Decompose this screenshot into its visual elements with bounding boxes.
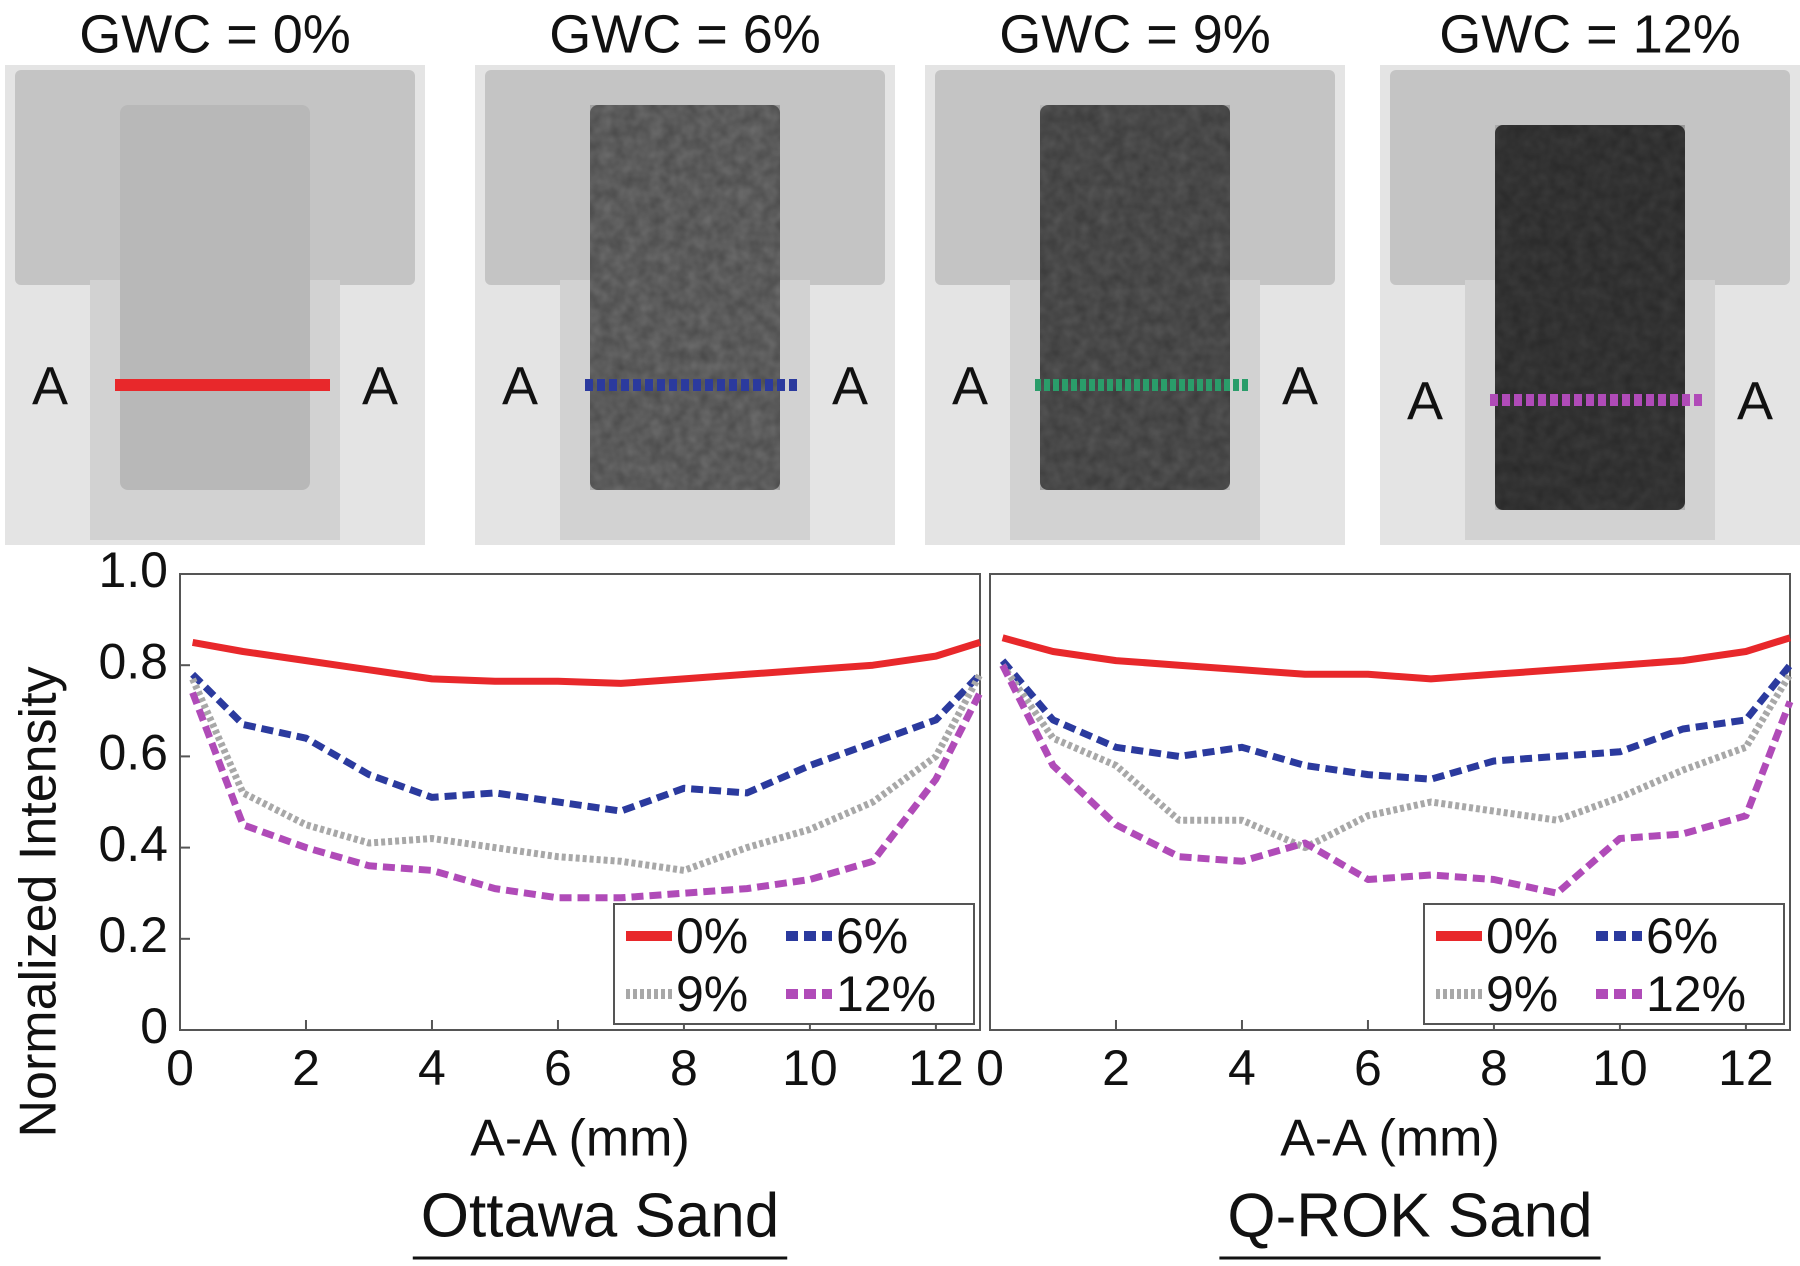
xray-image	[925, 65, 1345, 545]
section-marker: A	[32, 356, 68, 416]
x-axis-label: A-A (mm)	[470, 1110, 690, 1168]
section-marker: A	[1407, 371, 1443, 431]
x-tick-label: 0	[166, 1040, 194, 1096]
legend-label: 0%	[676, 908, 748, 964]
section-marker: A	[1282, 356, 1318, 416]
legend-label: 12%	[1646, 966, 1746, 1022]
legend-box	[1423, 903, 1785, 1025]
y-tick-label: 0.4	[98, 816, 168, 872]
x-axis-label: A-A (mm)	[1280, 1110, 1500, 1168]
data-line	[999, 663, 1793, 852]
panel-title: GWC = 9%	[999, 4, 1271, 64]
y-axis-label: Normalized Intensity	[10, 666, 68, 1137]
y-tick-label: 0.8	[98, 633, 168, 689]
x-tick-label: 4	[418, 1040, 446, 1096]
y-tick-label: 0.6	[98, 725, 168, 781]
xray-image	[5, 65, 425, 545]
y-tick-label: 0.2	[98, 907, 168, 963]
section-marker: A	[952, 356, 988, 416]
x-tick-label: 12	[908, 1040, 964, 1096]
section-marker: A	[362, 356, 398, 416]
x-tick-label: 8	[1480, 1040, 1508, 1096]
sand-column	[120, 105, 310, 490]
panel-title: GWC = 0%	[79, 4, 351, 64]
sand-grain	[1495, 125, 1685, 510]
section-marker: A	[832, 356, 868, 416]
sand-grain	[590, 105, 780, 490]
legend-label: 12%	[836, 966, 936, 1022]
x-tick-label: 8	[670, 1040, 698, 1096]
x-tick-label: 6	[1354, 1040, 1382, 1096]
data-line	[189, 691, 984, 902]
data-line	[1001, 634, 1792, 683]
plot-frame	[989, 573, 1791, 1031]
x-tick-label: 2	[1102, 1040, 1130, 1096]
data-line	[191, 638, 982, 687]
x-tick-label: 10	[782, 1040, 838, 1096]
x-tick-label: 10	[1592, 1040, 1648, 1096]
x-tick-label: 12	[1718, 1040, 1774, 1096]
xray-image	[475, 65, 895, 545]
legend-box	[613, 903, 975, 1025]
xray-image	[1380, 65, 1800, 545]
plot-frame	[179, 573, 981, 1031]
panel-title: GWC = 6%	[549, 4, 821, 64]
legend-label: 6%	[1646, 908, 1718, 964]
legend-label: 9%	[676, 966, 748, 1022]
data-line	[999, 663, 1794, 897]
x-tick-label: 6	[544, 1040, 572, 1096]
sand-grain	[1040, 105, 1230, 490]
legend-label: 0%	[1486, 908, 1558, 964]
chart-title: Ottawa Sand	[421, 1181, 779, 1250]
legend-label: 6%	[836, 908, 908, 964]
x-tick-label: 2	[292, 1040, 320, 1096]
x-tick-label: 4	[1228, 1040, 1256, 1096]
panel-title: GWC = 12%	[1439, 4, 1741, 64]
x-tick-label: 0	[976, 1040, 1004, 1096]
legend-label: 9%	[1486, 966, 1558, 1022]
section-marker: A	[1737, 371, 1773, 431]
chart-title: Q-ROK Sand	[1227, 1181, 1592, 1250]
data-line	[190, 671, 983, 815]
data-line	[189, 672, 984, 874]
y-tick-label: 0	[140, 998, 168, 1054]
data-line	[999, 658, 1793, 783]
section-marker: A	[502, 356, 538, 416]
y-tick-label: 1.0	[98, 542, 168, 598]
